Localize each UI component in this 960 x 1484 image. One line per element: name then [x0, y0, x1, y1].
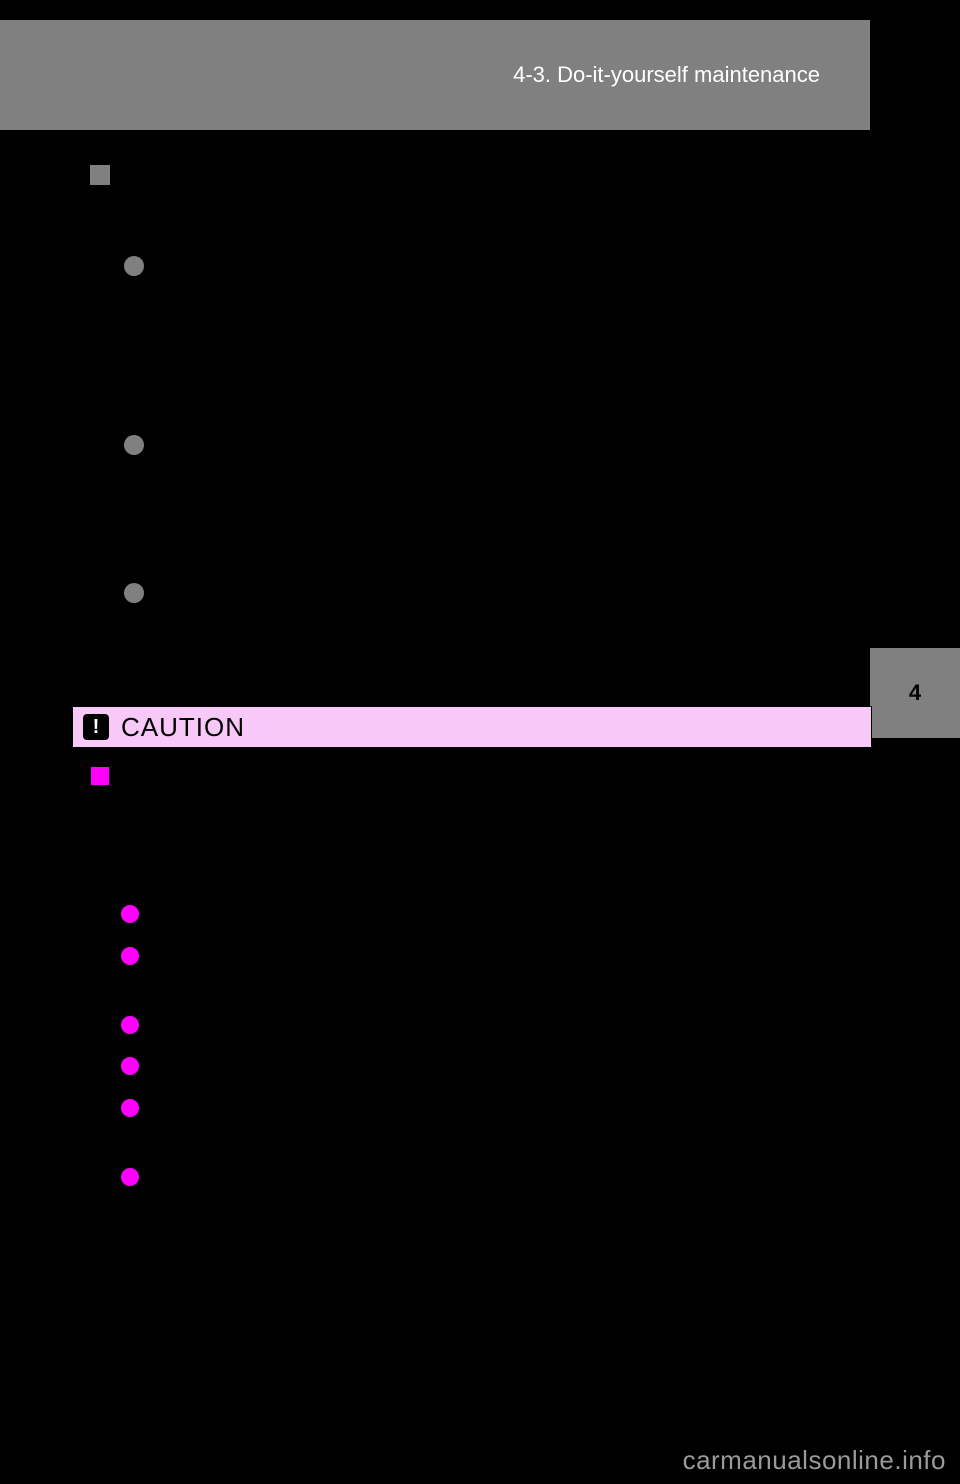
- section-title: 4-3. Do-it-yourself maintenance: [513, 62, 820, 88]
- text: The wheels of your vehicle are equipped …: [154, 256, 860, 414]
- caution-bullet-5: Do not attach a heavily damaged wheel or…: [121, 1099, 853, 1154]
- circle-marker-icon: [121, 905, 139, 923]
- main-bullet-1: The wheels of your vehicle are equipped …: [124, 256, 860, 414]
- circle-marker-icon: [124, 435, 144, 455]
- chapter-tab[interactable]: 4: [870, 648, 960, 738]
- caution-body: When replacing wheels Observe the follow…: [73, 747, 871, 1247]
- caution-bullet-1: Never use wheels of a different size fro…: [121, 905, 853, 933]
- main-bullet-3: Ensure that only genuine Toyota wheels a…: [124, 583, 860, 615]
- circle-marker-icon: [121, 1168, 139, 1186]
- caution-heading-row: When replacing wheels: [91, 767, 853, 795]
- caution-intro: Observe the following precautions. Faili…: [121, 809, 853, 892]
- caution-box: ! CAUTION When replacing wheels Observe …: [72, 706, 872, 1248]
- caution-bullet-3: Never use an inner tube in a leaking whe…: [121, 1016, 853, 1044]
- circle-marker-icon: [121, 1057, 139, 1075]
- circle-marker-icon: [124, 256, 144, 276]
- text: Never use wheels of a different size fro…: [149, 905, 853, 933]
- circle-marker-icon: [121, 1099, 139, 1117]
- main-content: When replacing wheels Care must be taken…: [90, 165, 860, 686]
- square-marker-icon: [91, 767, 109, 785]
- warning-triangle-icon: !: [83, 714, 109, 740]
- main-sub1: Care must be taken when replacing the wh…: [124, 202, 860, 234]
- caution-heading: When replacing wheels: [119, 767, 853, 795]
- circle-marker-icon: [121, 1016, 139, 1034]
- caution-bullet-6: Do not use cracked or deformed wheels. D…: [121, 1168, 853, 1223]
- main-heading-row: When replacing wheels: [90, 165, 860, 194]
- square-marker-icon: [90, 165, 110, 185]
- text: Observe the following precautions. Faili…: [121, 809, 853, 892]
- caution-label: CAUTION: [121, 712, 245, 743]
- text: Care must be taken when replacing the wh…: [124, 202, 860, 234]
- text: Because tire repair or replacement may a…: [154, 435, 860, 561]
- caution-bullet-4: When driving on unpaved roads with a com…: [121, 1057, 853, 1085]
- text: Do not attach a heavily damaged wheel or…: [149, 1099, 853, 1154]
- circle-marker-icon: [124, 583, 144, 603]
- circle-marker-icon: [121, 947, 139, 965]
- main-heading: When replacing wheels: [120, 165, 860, 194]
- caution-bullet-2: Only use Toyota wheel nuts and wrenches …: [121, 947, 853, 1002]
- text: Only use Toyota wheel nuts and wrenches …: [149, 947, 853, 1002]
- main-tail: Tire pressure warning valves and transmi…: [124, 623, 860, 686]
- text: Do not use cracked or deformed wheels. D…: [149, 1168, 853, 1223]
- header-bar: 4-3. Do-it-yourself maintenance: [0, 20, 870, 130]
- text: Ensure that only genuine Toyota wheels a…: [154, 583, 860, 615]
- chapter-number: 4: [909, 680, 921, 706]
- caution-header: ! CAUTION: [73, 707, 871, 747]
- text: Never use an inner tube in a leaking whe…: [149, 1016, 853, 1044]
- main-bullet-2: Because tire repair or replacement may a…: [124, 435, 860, 561]
- text: Tire pressure warning valves and transmi…: [124, 623, 860, 686]
- watermark: carmanualsonline.info: [683, 1445, 946, 1476]
- text: When driving on unpaved roads with a com…: [149, 1057, 853, 1085]
